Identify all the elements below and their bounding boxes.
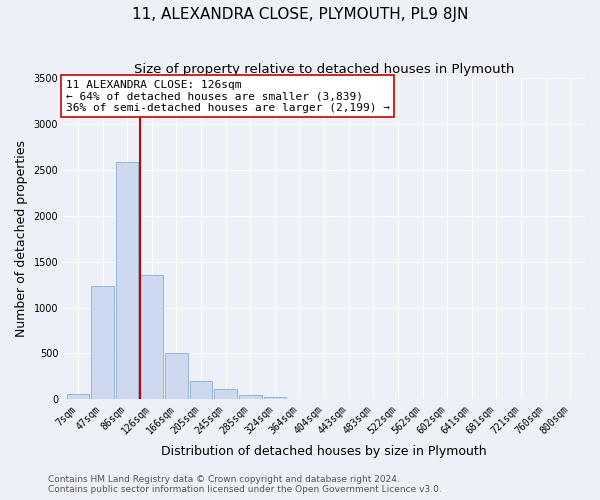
Text: 11 ALEXANDRA CLOSE: 126sqm
← 64% of detached houses are smaller (3,839)
36% of s: 11 ALEXANDRA CLOSE: 126sqm ← 64% of deta…: [66, 80, 390, 113]
Bar: [67, 394, 89, 400]
Bar: [116, 162, 139, 400]
Bar: [263, 398, 286, 400]
Bar: [214, 389, 237, 400]
X-axis label: Distribution of detached houses by size in Plymouth: Distribution of detached houses by size …: [161, 444, 487, 458]
Text: Contains HM Land Registry data © Crown copyright and database right 2024.
Contai: Contains HM Land Registry data © Crown c…: [48, 474, 442, 494]
Bar: [239, 395, 262, 400]
Bar: [165, 354, 188, 400]
Bar: [91, 286, 114, 400]
Bar: [140, 276, 163, 400]
Text: 11, ALEXANDRA CLOSE, PLYMOUTH, PL9 8JN: 11, ALEXANDRA CLOSE, PLYMOUTH, PL9 8JN: [132, 8, 468, 22]
Title: Size of property relative to detached houses in Plymouth: Size of property relative to detached ho…: [134, 62, 514, 76]
Bar: [190, 382, 212, 400]
Y-axis label: Number of detached properties: Number of detached properties: [15, 140, 28, 337]
